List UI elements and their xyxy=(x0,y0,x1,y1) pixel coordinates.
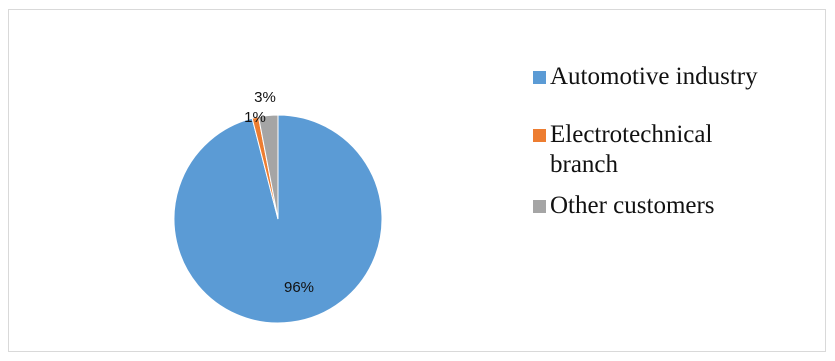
data-label-electrotechnical-branch: 1% xyxy=(244,109,266,126)
legend-label-electrotechnical: Electrotechnical branch xyxy=(550,121,713,178)
legend-label-other: Other customers xyxy=(550,192,715,219)
legend-swatch-electrotechnical xyxy=(533,129,546,142)
pie-slice-other-customers xyxy=(257,114,279,220)
legend-swatch-automotive xyxy=(533,71,546,84)
legend-label-automotive: Automotive industry xyxy=(550,63,758,90)
data-label-automotive-industry: 96% xyxy=(284,279,314,296)
legend-swatch-other xyxy=(533,200,546,213)
chart-frame xyxy=(8,9,826,352)
data-label-other-customers: 3% xyxy=(254,89,276,106)
pie-slice-automotive-industry xyxy=(173,114,383,324)
